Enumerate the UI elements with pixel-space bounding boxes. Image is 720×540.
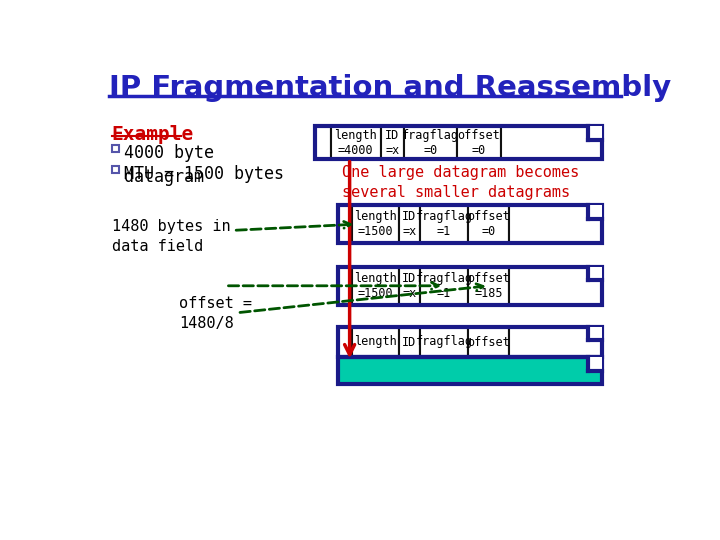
- Bar: [509, 205, 601, 244]
- Bar: [353, 205, 399, 244]
- Bar: [509, 327, 601, 357]
- Text: ID
=x: ID =x: [402, 272, 416, 300]
- Bar: [338, 267, 353, 305]
- Bar: [469, 327, 509, 357]
- Bar: [338, 327, 353, 357]
- Text: fragflag
=0: fragflag =0: [402, 129, 459, 157]
- Text: length
=1500: length =1500: [354, 210, 397, 238]
- Bar: [399, 267, 420, 305]
- Bar: [353, 327, 399, 357]
- Bar: [588, 126, 601, 140]
- Text: Example: Example: [112, 125, 194, 144]
- Bar: [469, 205, 509, 244]
- Text: ID
=x: ID =x: [402, 210, 416, 238]
- Bar: [353, 267, 399, 305]
- Bar: [588, 327, 601, 340]
- Bar: [112, 145, 119, 152]
- Text: fragflag
=1: fragflag =1: [415, 210, 472, 238]
- Text: length: length: [354, 335, 397, 348]
- Bar: [420, 205, 469, 244]
- Text: ID
=x: ID =x: [385, 129, 400, 157]
- Text: fragflag
=1: fragflag =1: [415, 272, 472, 300]
- Text: length
=4000: length =4000: [334, 129, 377, 157]
- Text: 1480 bytes in
data field: 1480 bytes in data field: [112, 219, 230, 254]
- Bar: [404, 126, 456, 159]
- Bar: [338, 327, 601, 357]
- Bar: [588, 205, 601, 219]
- Bar: [338, 205, 353, 244]
- Bar: [509, 267, 601, 305]
- Text: fragflag: fragflag: [415, 335, 472, 348]
- Text: ID: ID: [402, 335, 416, 348]
- Bar: [469, 267, 509, 305]
- Bar: [381, 126, 404, 159]
- Bar: [588, 267, 601, 280]
- Bar: [315, 126, 601, 159]
- Bar: [588, 357, 601, 372]
- Bar: [338, 357, 601, 384]
- Bar: [112, 166, 119, 173]
- Bar: [330, 126, 381, 159]
- Bar: [501, 126, 601, 159]
- Text: offset
=185: offset =185: [467, 272, 510, 300]
- Bar: [399, 205, 420, 244]
- Bar: [399, 327, 420, 357]
- Text: 4000 byte
datagram: 4000 byte datagram: [124, 144, 214, 186]
- Text: length
=1500: length =1500: [354, 272, 397, 300]
- Text: One large datagram becomes
several smaller datagrams: One large datagram becomes several small…: [342, 165, 579, 200]
- Bar: [315, 126, 330, 159]
- Bar: [338, 205, 601, 244]
- Text: offset: offset: [467, 335, 510, 348]
- Bar: [456, 126, 501, 159]
- Text: offset =
1480/8: offset = 1480/8: [179, 296, 252, 330]
- Bar: [420, 267, 469, 305]
- Text: offset
=0: offset =0: [457, 129, 500, 157]
- Text: MTU = 1500 bytes: MTU = 1500 bytes: [124, 165, 284, 183]
- Bar: [420, 327, 469, 357]
- Text: IP Fragmentation and Reassembly: IP Fragmentation and Reassembly: [109, 74, 672, 102]
- Bar: [338, 267, 601, 305]
- Text: offset
=0: offset =0: [467, 210, 510, 238]
